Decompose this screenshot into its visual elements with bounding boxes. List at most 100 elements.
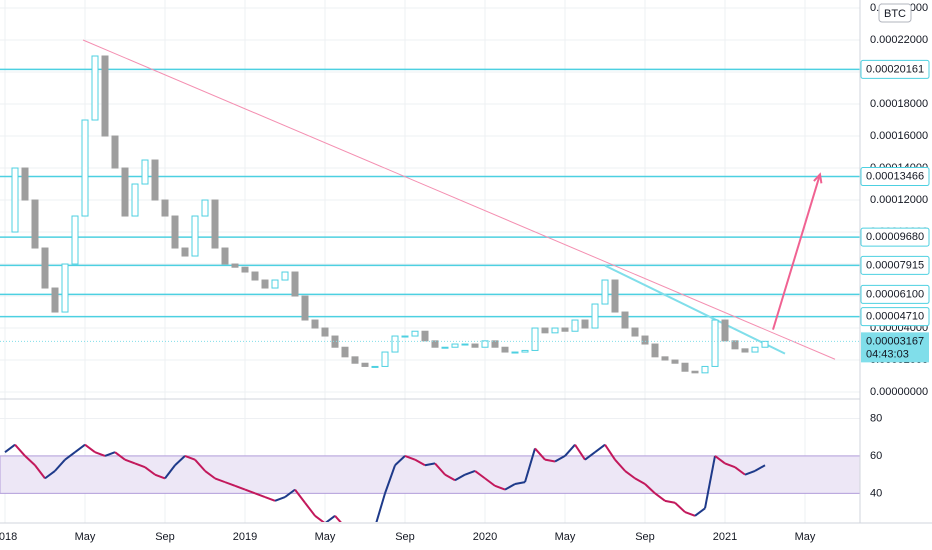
trend-line [82, 39, 836, 360]
rsi-segment [534, 447, 546, 461]
rsi-segment [474, 470, 486, 480]
x-tick-label: May [795, 531, 816, 543]
candle [521, 349, 529, 353]
candle [341, 346, 349, 358]
candle [11, 167, 19, 233]
level-label-box [860, 284, 930, 304]
x-tick-label: 2018 [0, 531, 17, 543]
rsi-tick-label: 60 [870, 450, 882, 462]
candle [511, 351, 519, 354]
rsi-segment [264, 496, 276, 502]
candle [371, 365, 379, 368]
level-label: 0.00013466 [866, 170, 924, 182]
rsi-segment [244, 488, 256, 495]
candle [141, 159, 149, 185]
rsi-segment [375, 493, 386, 522]
symbol-box[interactable] [878, 3, 912, 23]
x-tick-label: 2021 [713, 531, 737, 543]
rsi-segment [314, 515, 325, 522]
price-pane [0, 39, 860, 374]
candle [751, 346, 759, 353]
rsi-segment [304, 502, 316, 517]
candle [81, 119, 89, 217]
candle [221, 247, 229, 265]
rsi-segment [704, 455, 716, 509]
rsi-segment [234, 484, 246, 491]
rsi-segment [274, 496, 286, 502]
candle [731, 340, 739, 350]
candle [21, 167, 29, 201]
rsi-segment [574, 444, 586, 461]
rsi-segment [494, 484, 506, 491]
rsi-segment [624, 470, 636, 480]
rsi-segment [404, 454, 416, 461]
candle [471, 343, 479, 348]
candle [531, 327, 539, 351]
candle [451, 343, 459, 348]
candle [411, 330, 419, 337]
rsi-tick-label: 40 [870, 487, 882, 499]
candle [291, 271, 299, 297]
y-tick-label: 0.00000000 [870, 386, 928, 398]
rsi-segment [444, 473, 456, 482]
arrow-head [813, 172, 823, 184]
candle [91, 55, 99, 121]
candle [561, 327, 569, 332]
x-tick-label: Sep [155, 531, 175, 543]
candle [641, 335, 649, 345]
rsi-segment [54, 458, 66, 472]
rsi-segment [114, 451, 126, 461]
candle [501, 346, 509, 353]
rsi-segment [184, 454, 196, 461]
candle [261, 279, 269, 289]
candle [491, 340, 499, 348]
candle [131, 183, 139, 217]
candle [601, 279, 609, 305]
rsi-segment [694, 507, 706, 517]
rsi-segment [384, 464, 396, 494]
candle [721, 319, 729, 342]
candle [681, 362, 689, 372]
candle [361, 362, 369, 367]
rsi-segment [294, 489, 306, 504]
candle [611, 279, 619, 313]
rsi-segment [734, 466, 746, 476]
candle [251, 271, 259, 281]
candle [651, 343, 659, 358]
candle [31, 199, 39, 249]
y-tick-label: 0.00022000 [870, 34, 928, 46]
rsi-segment [134, 462, 146, 469]
candle [441, 346, 449, 349]
level-label-box [860, 167, 930, 187]
candle [241, 266, 249, 273]
rsi-segment [604, 444, 616, 461]
rsi-segment [414, 458, 426, 467]
y-tick-label: 0.00012000 [870, 194, 928, 206]
symbol[interactable]: BTC [884, 8, 906, 20]
candle [351, 356, 359, 364]
candle [381, 351, 389, 367]
x-tick-label: Sep [395, 531, 415, 543]
rsi-segment [724, 462, 736, 469]
x-tick-label: May [75, 531, 96, 543]
rsi-segment [44, 470, 56, 480]
x-tick-label: May [555, 531, 576, 543]
candle [231, 263, 239, 268]
candle [61, 263, 69, 313]
candle [151, 159, 159, 201]
candle [701, 365, 709, 374]
rsi-segment [464, 469, 476, 476]
rsi-segment [174, 455, 186, 467]
candle [311, 319, 319, 329]
candle [621, 311, 629, 329]
candle [181, 247, 189, 257]
candle [201, 199, 209, 217]
candle [691, 370, 699, 374]
rsi-segment [684, 511, 696, 517]
rsi-segment [74, 443, 86, 453]
candle [461, 343, 469, 346]
candle [171, 215, 179, 249]
candle [481, 340, 489, 348]
candle [301, 295, 309, 321]
